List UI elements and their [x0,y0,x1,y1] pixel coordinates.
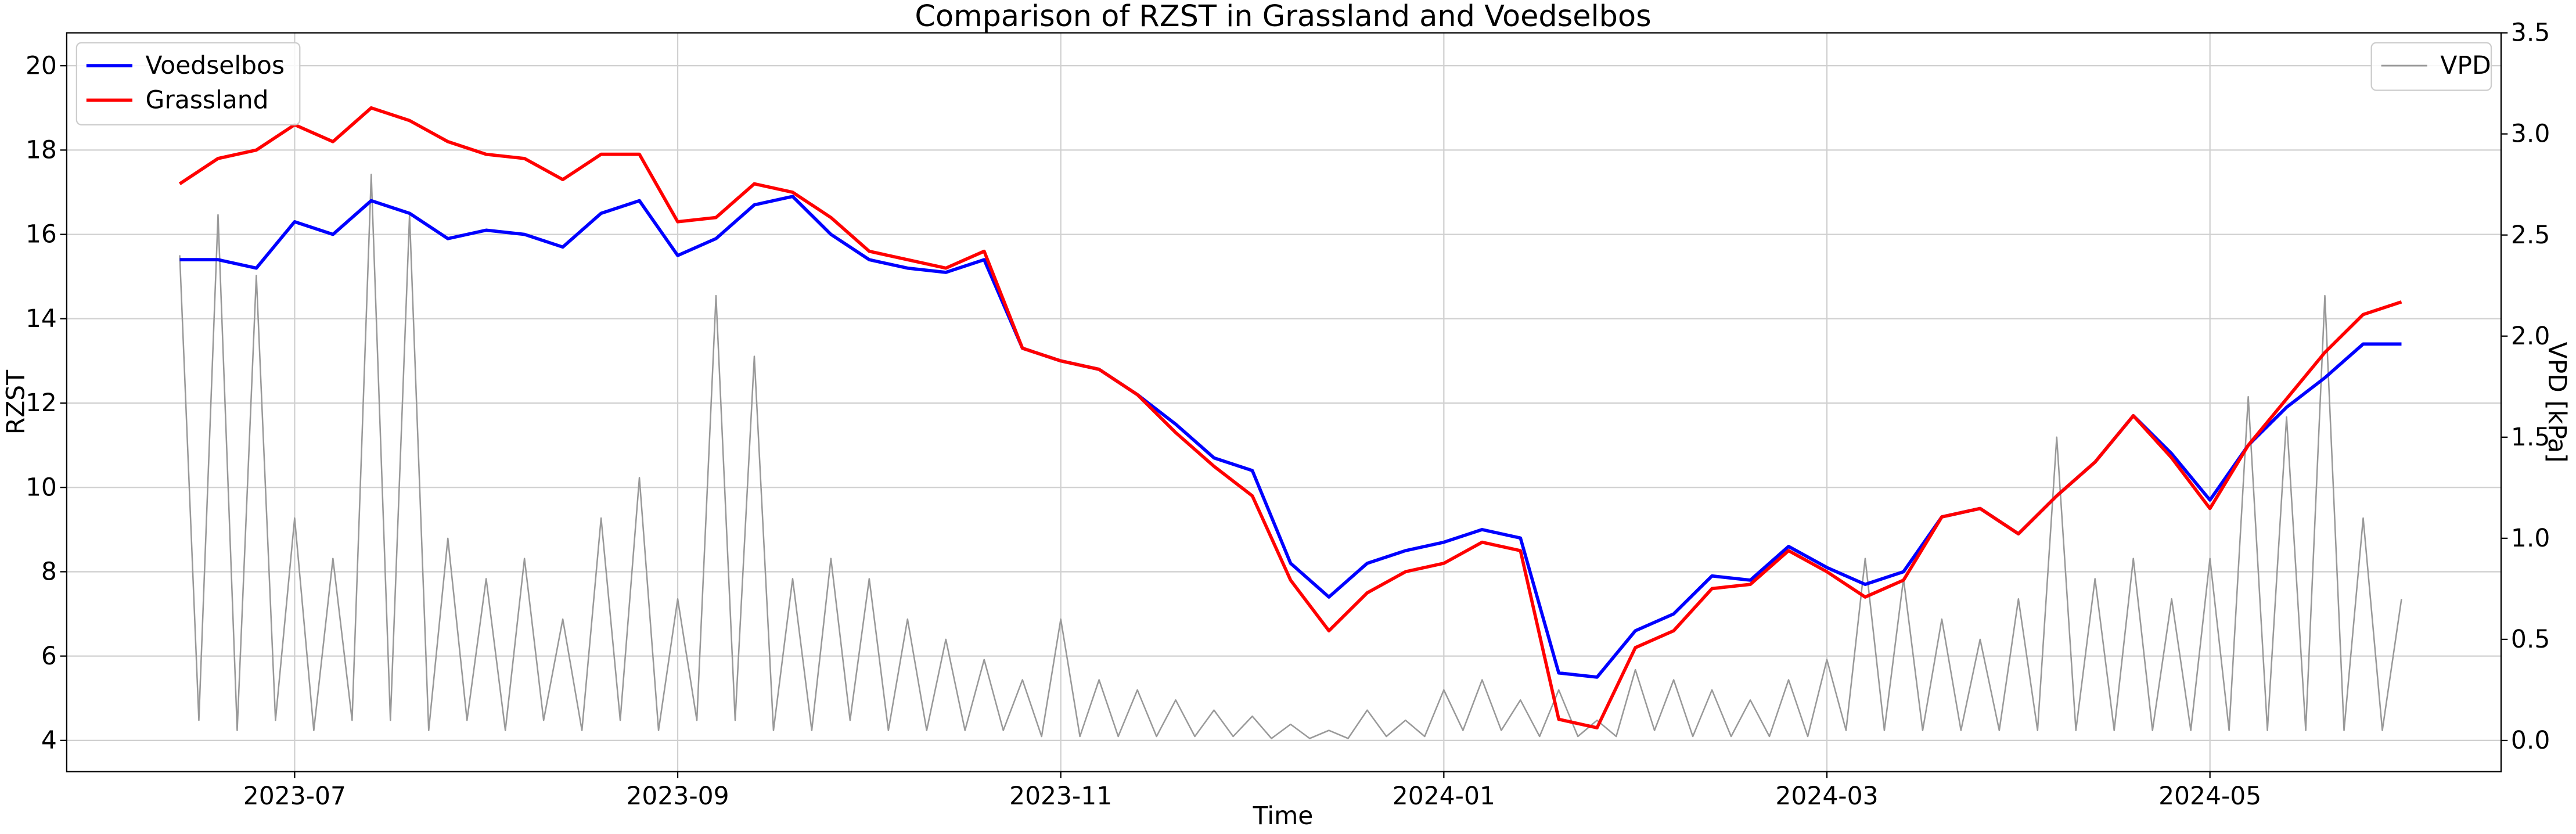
chart-title: Comparison of RZST in Grassland and Voed… [915,0,1651,33]
y2-tick-label: 0.0 [2511,726,2550,754]
x-tick-label: 2023-11 [1009,782,1112,810]
y-axis-label: RZST [1,369,30,434]
y2-tick-label: 3.5 [2511,19,2550,47]
y2-tick-label: 2.0 [2511,322,2550,350]
y-tick-label: 14 [26,304,57,333]
series-line [179,173,2402,739]
y-tick-label: 20 [26,51,57,80]
legend-box [75,42,301,125]
y-tick-label: 10 [26,473,57,501]
y2-tick-label: 1.5 [2511,423,2550,451]
x-tick-label: 2024-05 [2158,782,2261,810]
legend-label: Voedselbos [146,51,285,80]
y2-tick-label: 3.0 [2511,120,2550,148]
y-tick-label: 16 [26,220,57,249]
y2-tick-label: 2.5 [2511,221,2550,249]
x-tick-label: 2024-03 [1775,782,1878,810]
y2-tick-label: 1.0 [2511,524,2550,552]
legend-box [2370,42,2492,91]
y-tick-label: 4 [41,726,57,754]
y-tick-label: 12 [26,389,57,417]
legend-label: Grassland [146,86,269,114]
y2-tick-label: 0.5 [2511,625,2550,653]
x-axis-label: Time [1253,801,1314,830]
y-tick-label: 6 [41,642,57,670]
y2-axis-label: VPD [kPa] [2543,342,2571,463]
series-line [178,106,2402,729]
x-tick-label: 2024-01 [1393,782,1495,810]
plot-frame [66,32,2502,772]
y-tick-label: 8 [41,558,57,586]
legend-label: VPD [2440,51,2491,80]
x-tick-label: 2023-09 [626,782,729,810]
x-tick-label: 2023-07 [243,782,346,810]
y-tick-label: 18 [26,136,57,164]
